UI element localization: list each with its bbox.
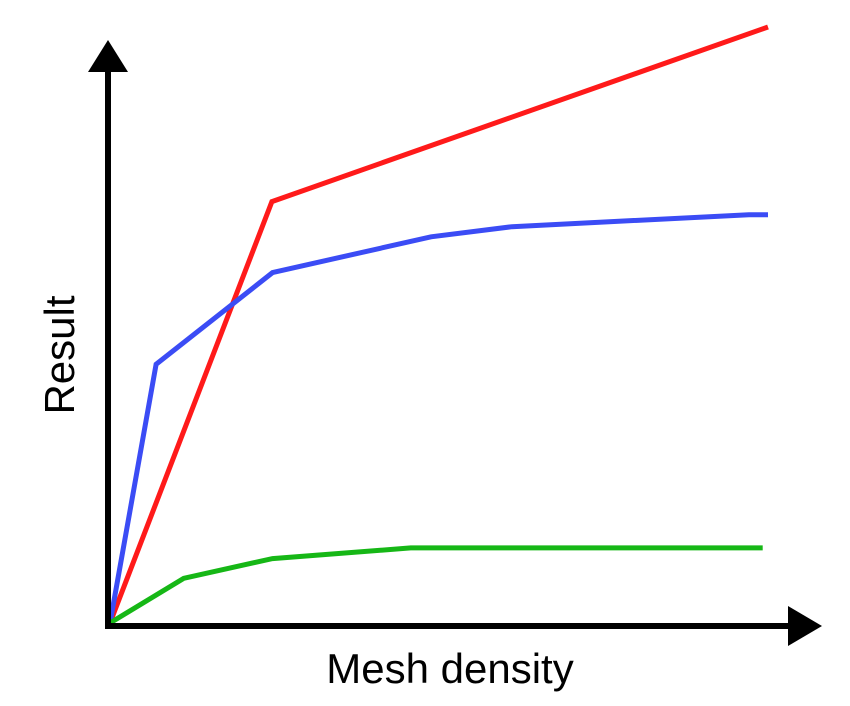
series-line-3: [108, 545, 763, 626]
x-axis-label: Mesh density: [326, 645, 573, 692]
series-layer: [107, 24, 769, 626]
axes: [88, 40, 822, 646]
series-line-2: [107, 212, 768, 624]
y-axis-arrow-icon: [88, 40, 128, 72]
series-line-1: [107, 24, 769, 624]
x-axis-arrow-icon: [788, 606, 822, 646]
y-axis-label: Result: [36, 295, 83, 414]
